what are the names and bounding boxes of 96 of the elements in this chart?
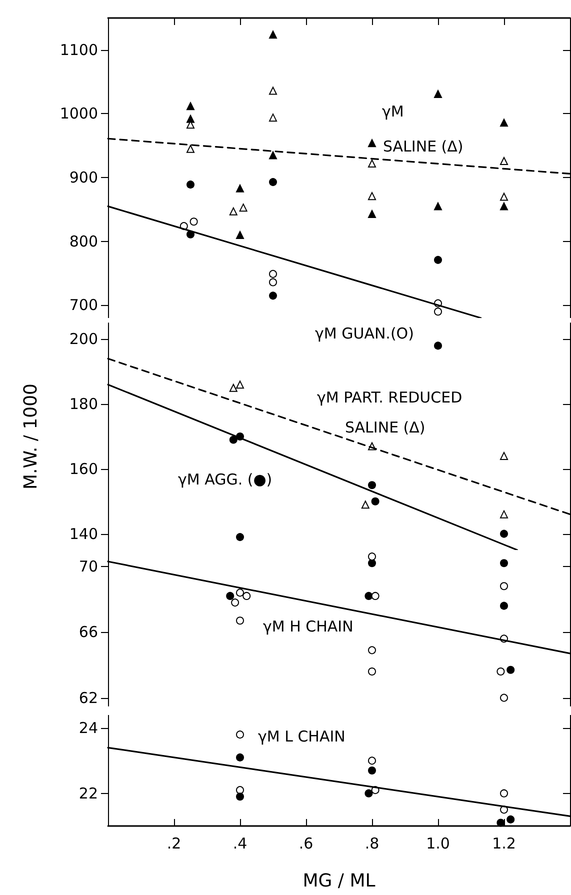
point <box>368 192 376 200</box>
point <box>368 210 376 218</box>
point <box>269 278 277 286</box>
point <box>506 815 515 824</box>
point <box>434 342 442 350</box>
x-axis-title: MG / ML <box>302 870 376 892</box>
y-tick-label: 140 <box>69 524 98 543</box>
point <box>500 118 508 127</box>
point <box>434 308 442 316</box>
point <box>500 789 508 798</box>
annotation: SALINE (Δ) <box>345 418 426 436</box>
annotation: SALINE (Δ) <box>383 138 464 156</box>
point <box>371 497 380 506</box>
y-tick-label: 66 <box>78 623 98 642</box>
point <box>229 384 238 392</box>
x-tick-label: 1.0 <box>426 834 450 852</box>
point <box>500 582 508 590</box>
point <box>434 256 442 264</box>
point <box>269 292 277 300</box>
point <box>231 598 240 607</box>
point <box>368 552 376 561</box>
point <box>236 753 244 762</box>
point <box>364 789 373 798</box>
point <box>368 646 376 654</box>
point <box>500 530 508 538</box>
point <box>226 592 234 600</box>
point <box>500 156 508 165</box>
y-tick-label: 160 <box>69 460 98 478</box>
point <box>500 694 508 702</box>
y-tick-label: 800 <box>69 232 98 250</box>
y-tick-label: 700 <box>69 296 98 314</box>
point <box>236 380 244 389</box>
annotation: γM H CHAIN <box>263 618 354 636</box>
y-axis-title: M.W. / 1000 <box>20 383 42 490</box>
annotation: γM L CHAIN <box>258 728 346 746</box>
point <box>236 616 244 625</box>
point <box>500 602 508 610</box>
x-tick-label: .4 <box>232 834 248 852</box>
y-tick-label: 70 <box>78 557 98 576</box>
point <box>368 481 376 490</box>
point <box>236 184 244 192</box>
y-tick-label: 200 <box>69 330 98 348</box>
point <box>496 818 505 827</box>
point <box>368 559 376 568</box>
point <box>361 500 370 509</box>
point <box>269 114 277 122</box>
point <box>236 730 244 739</box>
point <box>500 452 508 460</box>
point <box>368 160 376 168</box>
point <box>500 559 508 568</box>
point <box>434 90 442 98</box>
y-tick-label: 900 <box>69 168 98 187</box>
point <box>229 436 238 444</box>
point <box>236 786 244 794</box>
annotation: γM AGG. (●) <box>178 470 272 488</box>
point <box>229 207 238 216</box>
point <box>371 592 380 600</box>
point <box>269 151 277 160</box>
x-tick-label: 1.2 <box>492 834 516 852</box>
point <box>368 756 376 765</box>
annotation: γM PART. REDUCED <box>317 388 462 406</box>
point <box>368 139 376 148</box>
point <box>364 592 373 600</box>
point <box>186 180 194 189</box>
point <box>496 668 505 676</box>
point <box>242 592 251 600</box>
y-tick-label: 180 <box>69 395 98 414</box>
point <box>186 144 194 153</box>
point <box>500 510 508 518</box>
point <box>269 30 277 39</box>
point <box>236 533 244 542</box>
point <box>236 231 244 240</box>
point <box>506 666 515 674</box>
x-tick-label: .2 <box>166 834 182 852</box>
point <box>368 766 376 774</box>
x-tick-label: .6 <box>298 834 314 852</box>
point <box>500 192 508 201</box>
y-tick-label: 62 <box>78 688 98 707</box>
annotation: γM GUAN.(O) <box>315 324 414 342</box>
y-tick-label: 1100 <box>60 40 98 59</box>
point <box>190 218 198 226</box>
point <box>186 102 194 110</box>
point <box>269 86 277 95</box>
y-tick-label: 1000 <box>60 104 98 123</box>
point <box>269 270 277 278</box>
point <box>368 668 376 676</box>
point <box>500 202 508 210</box>
point <box>236 588 244 597</box>
point <box>236 792 244 801</box>
annotation: γM <box>382 102 404 120</box>
x-tick-label: .8 <box>364 834 380 852</box>
y-tick-label: 24 <box>78 719 98 738</box>
y-tick-label: 22 <box>78 784 98 802</box>
point <box>434 202 442 210</box>
point <box>269 178 277 186</box>
point <box>239 204 248 212</box>
